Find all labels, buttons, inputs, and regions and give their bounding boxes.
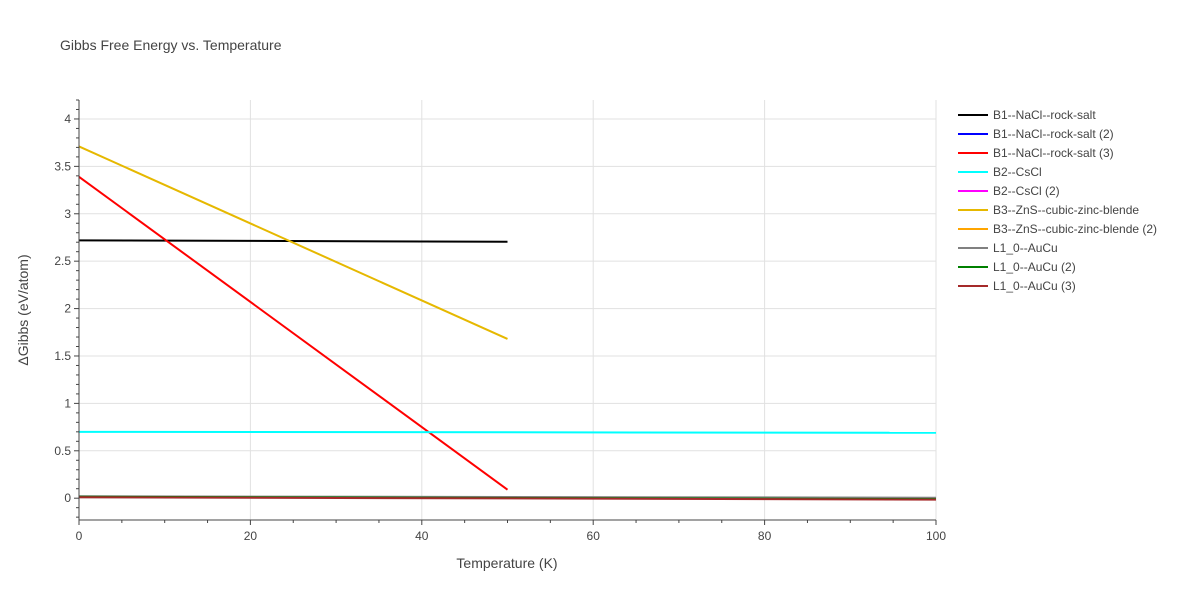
series-line[interactable]: [78, 239, 508, 243]
y-tick-label: 1: [64, 396, 71, 410]
x-tick-label: 40: [415, 529, 429, 543]
legend-item[interactable]: B2--CsCl (2): [958, 184, 1060, 198]
y-tick-label: 1.5: [54, 349, 71, 363]
series-line[interactable]: [78, 175, 509, 491]
legend-label: B1--NaCl--rock-salt: [993, 108, 1096, 122]
x-tick-label: 60: [587, 529, 601, 543]
series-line[interactable]: [78, 430, 937, 434]
legend-label: B3--ZnS--cubic-zinc-blende: [993, 203, 1139, 217]
y-tick-label: 4: [64, 112, 71, 126]
legend-label: B3--ZnS--cubic-zinc-blende (2): [993, 222, 1157, 236]
legend-label: B1--NaCl--rock-salt (3): [993, 146, 1114, 160]
legend-item[interactable]: L1_0--AuCu (2): [958, 260, 1076, 274]
legend-item[interactable]: B1--NaCl--rock-salt (3): [958, 146, 1114, 160]
legend-label: B2--CsCl: [993, 165, 1042, 179]
legend-label: L1_0--AuCu (3): [993, 279, 1076, 293]
series-line[interactable]: [78, 145, 508, 340]
legend-label: B1--NaCl--rock-salt (2): [993, 127, 1114, 141]
legend-item[interactable]: L1_0--AuCu: [958, 241, 1058, 255]
legend-label: L1_0--AuCu: [993, 241, 1058, 255]
series-lines: [78, 145, 937, 501]
grid-lines: [79, 100, 937, 520]
legend-item[interactable]: B1--NaCl--rock-salt: [958, 108, 1096, 122]
y-tick-label: 0.5: [54, 444, 71, 458]
y-tick-label: 2.5: [54, 254, 71, 268]
legend-item[interactable]: B1--NaCl--rock-salt (2): [958, 127, 1114, 141]
legend-item[interactable]: B3--ZnS--cubic-zinc-blende (2): [958, 222, 1157, 236]
y-tick-label: 2: [64, 302, 71, 316]
x-tick-label: 100: [926, 529, 946, 543]
y-tick-label: 3.5: [54, 159, 71, 173]
legend-label: L1_0--AuCu (2): [993, 260, 1076, 274]
x-tick-label: 80: [758, 529, 772, 543]
y-tick-label: 0: [64, 491, 71, 505]
axes: 0 20 40 60 80 100 0 0.5 1 1.5 2 2.5 3 3.5 4: [54, 99, 946, 543]
legend-item[interactable]: L1_0--AuCu (3): [958, 279, 1076, 293]
x-axis-label: Temperature (K): [456, 555, 557, 571]
x-tick-label: 20: [244, 529, 258, 543]
legend[interactable]: B1--NaCl--rock-salt B1--NaCl--rock-salt (…: [958, 108, 1157, 293]
legend-item[interactable]: B2--CsCl: [958, 165, 1042, 179]
legend-item[interactable]: B3--ZnS--cubic-zinc-blende: [958, 203, 1139, 217]
series-line[interactable]: [78, 496, 937, 501]
chart-title: Gibbs Free Energy vs. Temperature: [60, 37, 282, 53]
y-axis-label: ΔGibbs (eV/atom): [15, 254, 31, 365]
x-tick-label: 0: [76, 529, 83, 543]
y-tick-label: 3: [64, 207, 71, 221]
legend-label: B2--CsCl (2): [993, 184, 1060, 198]
